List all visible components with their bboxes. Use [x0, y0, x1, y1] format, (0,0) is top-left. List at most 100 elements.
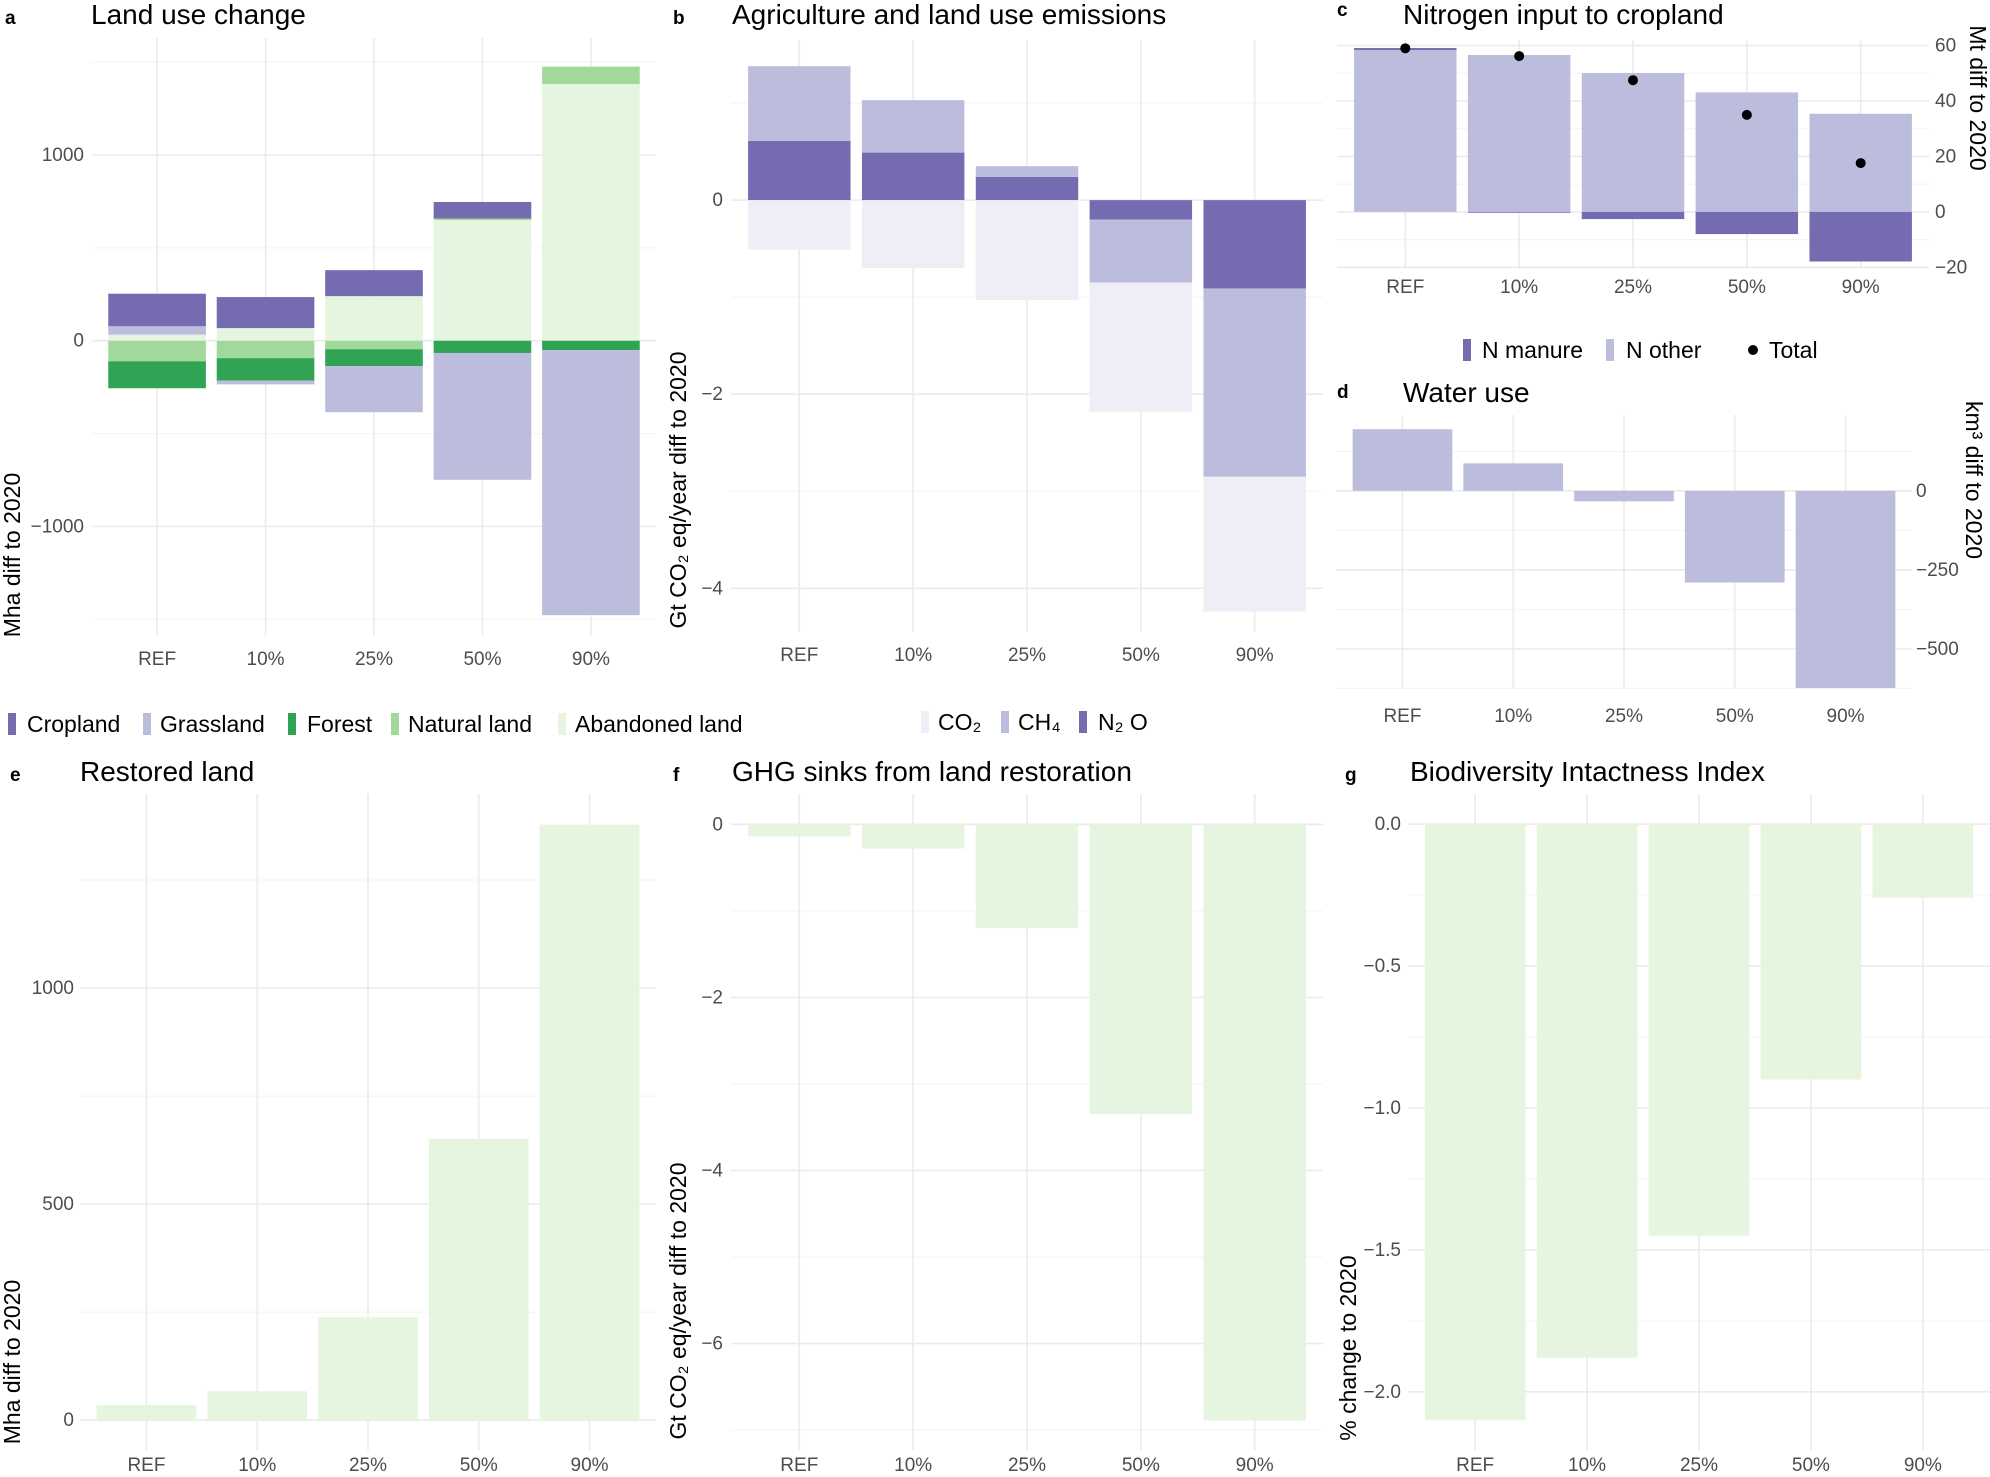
bar-natural-land-ref	[108, 340, 206, 362]
x-tick-label: 90%	[1842, 277, 1880, 298]
x-tick-label: 10%	[894, 1455, 932, 1476]
bar-n-other-ref	[1354, 49, 1457, 212]
legend-label: Cropland	[27, 711, 120, 737]
legend: N manure N other Total	[1463, 337, 1818, 363]
x-tick-label: 90%	[1236, 645, 1274, 666]
legend-label: CH₄	[1018, 709, 1061, 735]
y-tick-label: −6	[701, 1334, 723, 1355]
panel-b: −4 −2 0 REF 10% 25% 50% 90% Agriculture and land…	[665, 0, 1323, 735]
legend: CO₂ CH₄ N₂ O	[921, 709, 1148, 735]
panel-letter: g	[1345, 765, 1357, 786]
x-tick-label: 10%	[238, 1455, 276, 1476]
bars	[96, 824, 640, 1421]
x-tick-label: 25%	[1605, 706, 1643, 727]
x-tick-label: REF	[138, 649, 176, 670]
y-tick-label: −0.5	[1363, 956, 1401, 977]
y-tick-label: −250	[1916, 560, 1959, 581]
panel-f: −6 −4 −2 0 REF 10% 25% 50% 90% GHG sinks from lan…	[665, 756, 1323, 1476]
bar-abandoned-land-50pct	[433, 220, 532, 341]
legend-item: Total	[1748, 337, 1818, 363]
bar-n-manure-50pct	[1695, 211, 1799, 235]
bar-ch--50pct	[1089, 219, 1193, 283]
y-tick-label: 0	[1935, 202, 1946, 223]
panel-letter: f	[673, 765, 680, 786]
legend-point	[1748, 345, 1758, 355]
legend-item: N₂ O	[1079, 709, 1148, 735]
bars	[748, 66, 1306, 612]
legend-swatch	[921, 711, 929, 733]
bar-abandoned-land-90pct	[542, 84, 640, 341]
y-tick-label: 0	[73, 331, 84, 352]
legend-item: Natural land	[391, 711, 532, 737]
x-tick-label: 90%	[572, 649, 610, 670]
y-tick-label: −20	[1935, 257, 1967, 278]
legend-item: Forest	[288, 711, 373, 737]
x-tick-label: REF	[127, 1455, 165, 1476]
legend-label: N₂ O	[1098, 709, 1148, 735]
bar-value-90pct	[539, 824, 640, 1421]
bar-grassland-25pct	[325, 366, 423, 413]
y-axis-title: % change to 2020	[1335, 1255, 1361, 1440]
bar-natural-land-90pct	[542, 66, 640, 85]
bar-n-o-25pct	[975, 176, 1079, 201]
bar-co--50pct	[1089, 282, 1193, 412]
bar-value-25pct	[1574, 490, 1674, 502]
panel-d: −500 −250 0 REF 10% 25% 50% 90% Water use d km³ di…	[1336, 377, 1987, 727]
bar-forest-10pct	[216, 358, 315, 381]
y-tick-label: 40	[1935, 91, 1956, 112]
bar-value-10pct	[861, 824, 965, 849]
bar-abandoned-land-10pct	[216, 328, 315, 341]
bars	[1352, 429, 1896, 689]
bars	[1354, 43, 1912, 262]
bar-co--25pct	[975, 200, 1079, 301]
legend-label: Natural land	[408, 711, 532, 737]
bar-forest-50pct	[433, 340, 532, 353]
bar-n-other-25pct	[1581, 72, 1685, 212]
bar-value-10pct	[1536, 824, 1638, 1358]
legend-label: CO₂	[938, 709, 981, 735]
y-axis-title: km³ diff to 2020	[1961, 401, 1987, 559]
y-tick-label: −4	[701, 578, 723, 599]
bar-value-50pct	[428, 1138, 529, 1421]
bar-n-o-50pct	[1089, 200, 1193, 220]
y-axis-title: Mha diff to 2020	[0, 473, 25, 638]
x-tick-label: 90%	[1236, 1455, 1274, 1476]
bar-co--ref	[748, 200, 851, 250]
x-tick-label: 50%	[1716, 706, 1754, 727]
panel-title: Nitrogen input to cropland	[1403, 0, 1724, 30]
x-tick-label: 90%	[571, 1455, 609, 1476]
bar-ch--10pct	[861, 100, 965, 153]
x-tick-label: 50%	[1728, 277, 1766, 298]
bars	[108, 66, 640, 616]
panel-title: Water use	[1403, 377, 1530, 408]
y-tick-label: −1000	[31, 516, 84, 537]
bar-value-90pct	[1872, 824, 1974, 898]
bar-value-10pct	[207, 1391, 308, 1421]
bar-value-10pct	[1463, 463, 1564, 491]
panel-letter: b	[673, 8, 685, 29]
y-tick-label: 0	[63, 1410, 74, 1431]
legend-label: Forest	[307, 711, 373, 737]
legend-swatch	[1463, 339, 1471, 361]
x-tick-label: 10%	[1500, 277, 1538, 298]
y-tick-label: 1000	[32, 978, 74, 999]
y-tick-label: 0	[712, 814, 723, 835]
bars	[748, 824, 1306, 1421]
x-tick-label: 50%	[1122, 645, 1160, 666]
legend-swatch	[143, 713, 151, 735]
legend-swatch	[1001, 711, 1009, 733]
legend-item: N other	[1606, 337, 1702, 363]
bar-value-50pct	[1684, 490, 1785, 583]
bar-grassland-50pct	[433, 352, 532, 480]
legend-swatch	[8, 713, 16, 735]
y-tick-label: 0	[712, 190, 723, 211]
bars	[1424, 824, 1974, 1421]
bar-grassland-10pct	[216, 380, 315, 385]
total-point	[1628, 75, 1638, 86]
bar-ch--90pct	[1203, 288, 1306, 477]
panel-title: GHG sinks from land restoration	[732, 756, 1132, 787]
x-tick-label: REF	[1456, 1455, 1494, 1476]
y-tick-label: −4	[701, 1160, 723, 1181]
x-tick-label: 10%	[1494, 706, 1532, 727]
